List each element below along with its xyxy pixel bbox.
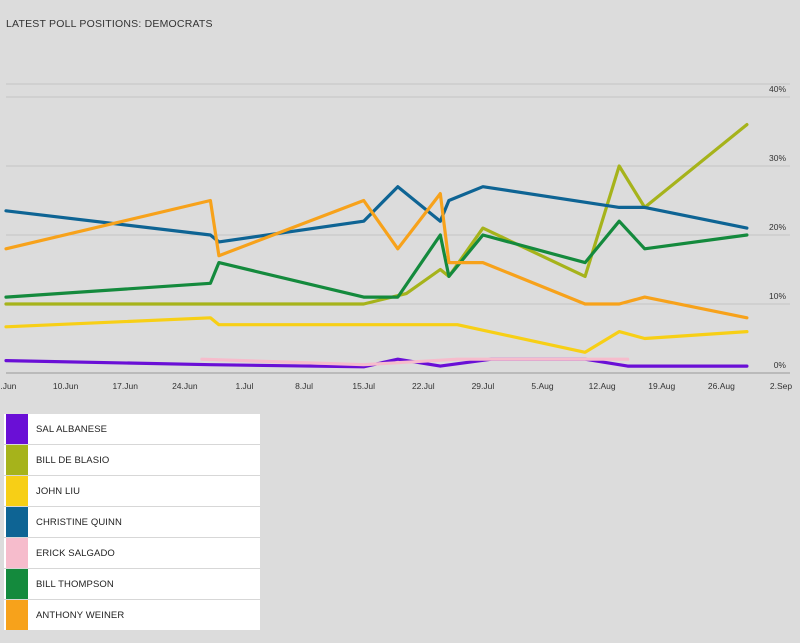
legend-swatch: [6, 445, 28, 475]
series-line-sal-albanese: [4, 357, 749, 369]
y-tick-label: 30%: [769, 153, 786, 163]
x-tick-label: 5.Aug: [531, 381, 553, 391]
x-tick-label: 17.Jun: [112, 381, 138, 391]
x-tick-label: 29.Jul: [472, 381, 495, 391]
legend-item-erick-salgado[interactable]: ERICK SALGADO: [4, 538, 260, 569]
y-tick-label: 40%: [769, 84, 786, 94]
legend-label: BILL DE BLASIO: [36, 454, 110, 466]
legend-swatch: [6, 600, 28, 630]
x-tick-label: 12.Aug: [589, 381, 616, 391]
y-tick-label: 0%: [774, 360, 787, 370]
series-line-bill-de-blasio: [4, 122, 749, 306]
legend-item-bill-de-blasio[interactable]: BILL DE BLASIO: [4, 445, 260, 476]
legend-swatch: [6, 569, 28, 599]
x-tick-label: 8.Jul: [295, 381, 313, 391]
x-tick-label: 1.Jul: [235, 381, 253, 391]
x-tick-label: 3.Jun: [0, 381, 17, 391]
y-tick-label: 10%: [769, 291, 786, 301]
line-chart: 0% 10% 20% 30% 40% 3.Jun 10.Jun 17.Jun 24.Jun 1.J…: [0, 83, 792, 391]
x-tick-label: 10.Jun: [53, 381, 79, 391]
x-tick-label: 22.Jul: [412, 381, 435, 391]
legend-item-anthony-weiner[interactable]: ANTHONY WEINER: [4, 600, 260, 630]
x-tick-label: 24.Jun: [172, 381, 198, 391]
series-line-john-liu: [4, 316, 749, 354]
chart-legend: SAL ALBANESE BILL DE BLASIO JOHN LIU CHRIST…: [4, 414, 260, 630]
x-tick-label: 15.Jul: [352, 381, 375, 391]
legend-label: CHRISTINE QUINN: [36, 516, 122, 528]
legend-swatch: [6, 414, 28, 444]
legend-swatch: [6, 538, 28, 568]
x-tick-label: 26.Aug: [708, 381, 735, 391]
legend-label: ERICK SALGADO: [36, 547, 115, 559]
legend-label: BILL THOMPSON: [36, 578, 114, 590]
chart-title: LATEST POLL POSITIONS: DEMOCRATS: [6, 18, 213, 30]
legend-item-sal-albanese[interactable]: SAL ALBANESE: [4, 414, 260, 445]
series-line-erick-salgado: [200, 357, 630, 367]
legend-swatch: [6, 507, 28, 537]
legend-item-john-liu[interactable]: JOHN LIU: [4, 476, 260, 507]
legend-item-christine-quinn[interactable]: CHRISTINE QUINN: [4, 507, 260, 538]
series-line-bill-thompson: [4, 219, 749, 299]
series-line-anthony-weiner: [4, 192, 749, 320]
legend-label: ANTHONY WEINER: [36, 609, 125, 621]
y-tick-label: 20%: [769, 222, 786, 232]
legend-item-bill-thompson[interactable]: BILL THOMPSON: [4, 569, 260, 600]
x-tick-label: 2.Sep: [770, 381, 792, 391]
legend-label: JOHN LIU: [36, 485, 81, 497]
x-tick-label: 19.Aug: [648, 381, 675, 391]
legend-label: SAL ALBANESE: [36, 423, 108, 435]
legend-swatch: [6, 476, 28, 506]
